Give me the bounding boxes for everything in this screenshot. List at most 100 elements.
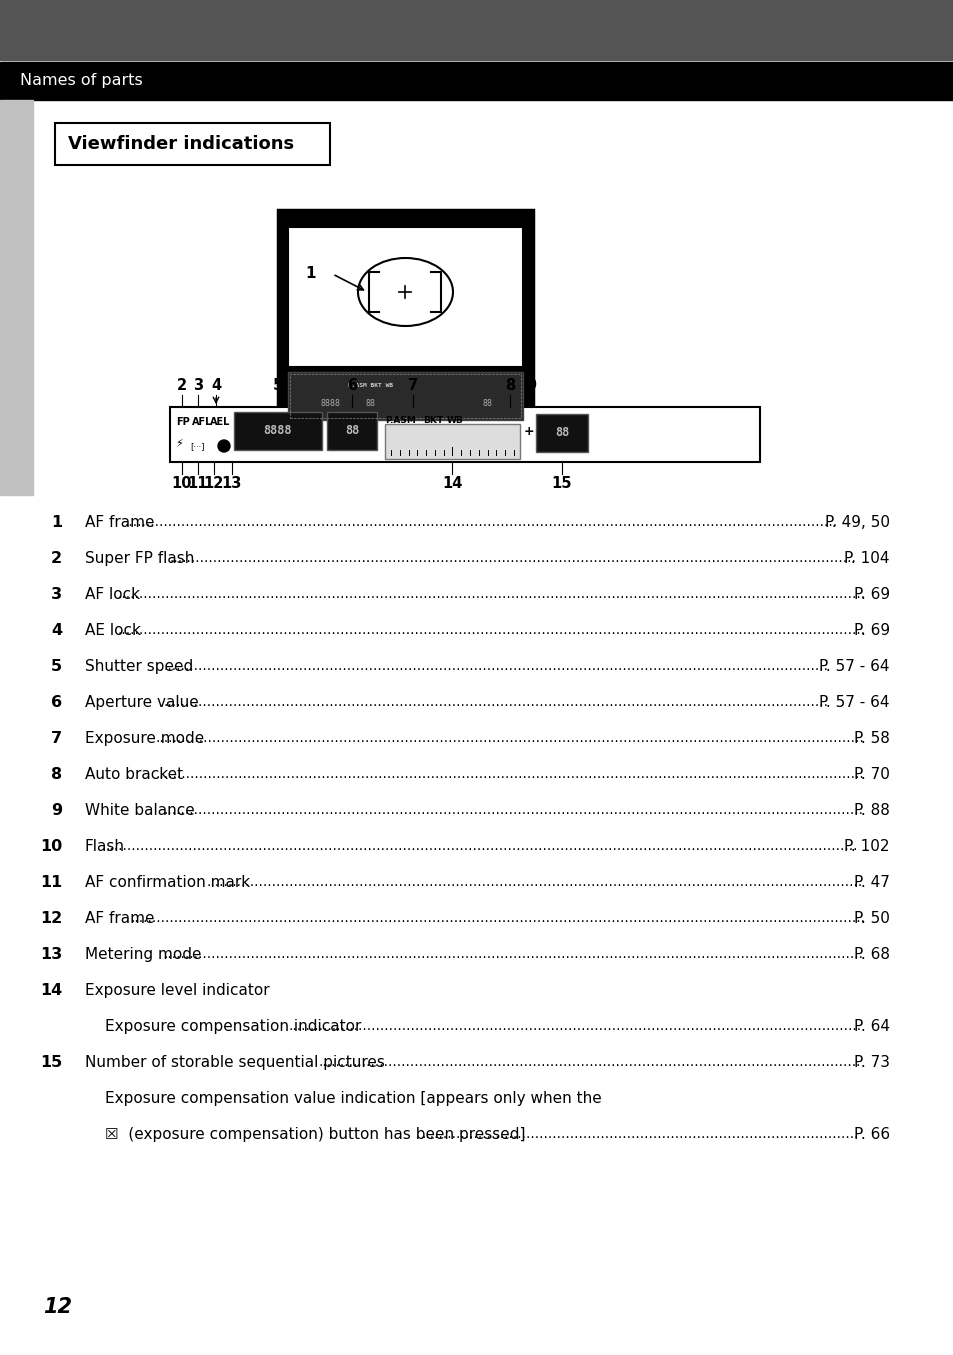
- Text: P. 50: P. 50: [853, 911, 889, 925]
- Text: 88: 88: [555, 427, 569, 439]
- Text: 11: 11: [188, 476, 208, 491]
- Text: ................................................................................: ........................................…: [130, 911, 864, 925]
- Text: P. 102: P. 102: [843, 839, 889, 854]
- Text: ................................................................................: ........................................…: [117, 587, 864, 602]
- Text: ................................................................................: ........................................…: [117, 623, 864, 637]
- Text: 10: 10: [172, 476, 193, 491]
- Text: ................................................................................: ........................................…: [169, 551, 855, 565]
- Text: 6: 6: [347, 378, 356, 393]
- Text: AF lock: AF lock: [85, 587, 140, 602]
- Text: Exposure compensation value indication [appears only when the: Exposure compensation value indication […: [105, 1091, 601, 1106]
- Text: ................................................................................: ........................................…: [318, 1056, 861, 1069]
- Bar: [288, 373, 522, 420]
- Text: 12: 12: [204, 476, 224, 491]
- Text: 8: 8: [51, 767, 62, 782]
- Text: 3: 3: [51, 587, 62, 602]
- Bar: [288, 228, 522, 367]
- Text: 13: 13: [222, 476, 242, 491]
- Text: 10: 10: [40, 839, 62, 854]
- Bar: [327, 412, 376, 450]
- Text: 4: 4: [211, 378, 221, 393]
- Text: ................................................................................: ........................................…: [163, 659, 827, 673]
- Text: 9: 9: [51, 804, 62, 818]
- Text: 7: 7: [51, 730, 62, 747]
- Text: Names of parts: Names of parts: [20, 73, 143, 88]
- Text: P. 68: P. 68: [853, 947, 889, 962]
- Bar: [0, 0, 953, 60]
- Text: 13: 13: [40, 947, 62, 962]
- Text: P. 66: P. 66: [853, 1127, 889, 1142]
- Text: ................................................................................: ........................................…: [155, 767, 863, 780]
- Text: Exposure level indicator: Exposure level indicator: [85, 982, 270, 999]
- Text: [···]: [···]: [190, 443, 204, 451]
- Text: ................................................................................: ........................................…: [163, 695, 827, 709]
- Bar: [277, 210, 533, 425]
- Text: 4: 4: [51, 623, 62, 638]
- Text: 8888: 8888: [320, 398, 340, 408]
- Text: 88: 88: [345, 424, 358, 438]
- Text: Aperture value: Aperture value: [85, 695, 198, 710]
- Text: WB: WB: [447, 416, 463, 425]
- Text: AF frame: AF frame: [85, 911, 159, 925]
- Bar: [385, 424, 519, 459]
- Text: 12: 12: [40, 911, 62, 925]
- Text: ................................................................................: ........................................…: [155, 730, 863, 745]
- Bar: [233, 412, 322, 450]
- Bar: [55, 123, 330, 165]
- Text: 15: 15: [551, 476, 572, 491]
- Text: Shutter speed: Shutter speed: [85, 659, 198, 673]
- Bar: [0, 62, 953, 100]
- Text: Metering mode: Metering mode: [85, 947, 206, 962]
- Text: 11: 11: [40, 875, 62, 890]
- Text: 8888: 8888: [263, 424, 292, 438]
- Text: 3: 3: [193, 378, 203, 393]
- Text: AFL: AFL: [192, 417, 213, 427]
- Text: Super FP flash: Super FP flash: [85, 551, 199, 566]
- Text: Number of storable sequential pictures: Number of storable sequential pictures: [85, 1056, 390, 1070]
- Text: P. 73: P. 73: [853, 1056, 889, 1070]
- Bar: [536, 415, 587, 453]
- Text: White balance: White balance: [85, 804, 199, 818]
- Text: P. 47: P. 47: [853, 875, 889, 890]
- Text: P. 49, 50: P. 49, 50: [824, 515, 889, 530]
- Text: P. 88: P. 88: [853, 804, 889, 818]
- Text: 12: 12: [44, 1297, 72, 1317]
- Text: ................................................................................: ........................................…: [420, 1127, 858, 1141]
- Text: P. 57 - 64: P. 57 - 64: [819, 659, 889, 673]
- Text: AF confirmation mark: AF confirmation mark: [85, 875, 254, 890]
- Bar: [0, 100, 33, 495]
- Text: P. 58: P. 58: [853, 730, 889, 747]
- Text: ................................................................................: ........................................…: [106, 839, 858, 854]
- Text: FP: FP: [175, 417, 190, 427]
- Text: P. 69: P. 69: [853, 623, 889, 638]
- Text: ................................................................................: ........................................…: [289, 1019, 861, 1033]
- Text: BKT: BKT: [422, 416, 442, 425]
- Text: P. 69: P. 69: [853, 587, 889, 602]
- Text: 88: 88: [482, 398, 493, 408]
- Text: ................................................................................: ........................................…: [163, 947, 862, 961]
- Text: 88: 88: [365, 398, 375, 408]
- Text: 9: 9: [525, 378, 536, 393]
- Text: 1: 1: [51, 515, 62, 530]
- Bar: [170, 406, 760, 462]
- Text: 15: 15: [40, 1056, 62, 1070]
- Text: AF frame: AF frame: [85, 515, 154, 530]
- Text: 5: 5: [273, 378, 283, 393]
- Text: ☒  (exposure compensation) button has been pressed]: ☒ (exposure compensation) button has bee…: [105, 1127, 530, 1142]
- Text: Exposure compensation indicator: Exposure compensation indicator: [105, 1019, 361, 1034]
- Text: P.ASM BKT WB: P.ASM BKT WB: [348, 383, 393, 388]
- Text: P. 104: P. 104: [843, 551, 889, 566]
- Text: 6: 6: [51, 695, 62, 710]
- Text: 14: 14: [442, 476, 462, 491]
- Ellipse shape: [357, 257, 453, 327]
- Text: 7: 7: [408, 378, 417, 393]
- Text: Flash: Flash: [85, 839, 125, 854]
- Text: Exposure mode: Exposure mode: [85, 730, 204, 747]
- Text: 14: 14: [40, 982, 62, 999]
- Ellipse shape: [218, 440, 230, 453]
- Text: ................................................................................: ........................................…: [163, 804, 862, 817]
- Text: +: +: [523, 425, 534, 438]
- Text: P.ASM: P.ASM: [385, 416, 416, 425]
- Text: 5: 5: [51, 659, 62, 673]
- Text: Viewfinder indications: Viewfinder indications: [68, 136, 294, 153]
